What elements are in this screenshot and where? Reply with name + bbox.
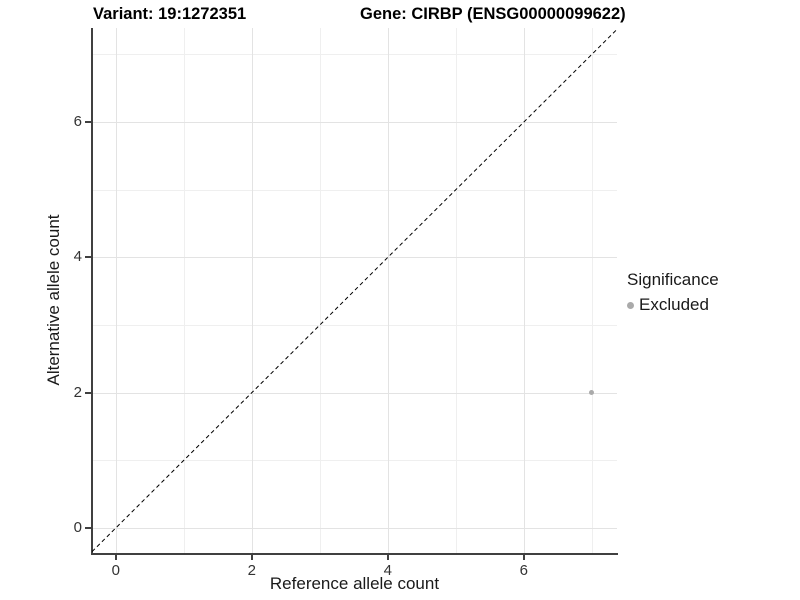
- y-tick-label: 4: [73, 248, 82, 266]
- y-tick: [85, 526, 92, 529]
- gridline-minor-y: [92, 460, 617, 462]
- y-tick-label: 2: [73, 383, 82, 401]
- gridline-major-x: [115, 28, 117, 553]
- x-tick-label: 2: [247, 562, 256, 579]
- gridline-minor-x: [455, 28, 457, 553]
- y-tick-label: 6: [73, 113, 82, 131]
- identity-line-svg: [92, 28, 617, 553]
- x-tick: [522, 553, 525, 560]
- x-tick-label: 4: [383, 562, 392, 579]
- gridline-major-x: [523, 28, 525, 553]
- legend-entry-excluded: Excluded: [627, 295, 719, 315]
- x-tick: [386, 553, 389, 560]
- gene-title: Gene: CIRBP (ENSG00000099622): [360, 5, 626, 23]
- gridline-minor-y: [92, 325, 617, 326]
- gridline-major-y: [92, 527, 617, 529]
- y-tick-label: 0: [73, 518, 82, 536]
- y-axis-title: Alternative allele count: [44, 214, 63, 386]
- excluded-swatch-icon: [627, 301, 634, 309]
- x-axis-title: Reference allele count: [269, 574, 440, 593]
- x-axis-line: [91, 553, 618, 555]
- plot-panel: [92, 28, 617, 553]
- gridline-minor-y: [92, 189, 617, 191]
- gridline-major-y: [92, 257, 617, 259]
- gridline-minor-x: [183, 28, 185, 553]
- legend: Significance Excluded: [627, 270, 719, 315]
- x-tick-label: 0: [111, 562, 120, 579]
- gridline-major-y: [92, 392, 617, 394]
- x-tick: [114, 553, 117, 560]
- gridline-minor-x: [591, 28, 593, 553]
- gridline-minor-x: [319, 28, 321, 553]
- variant-title: Variant: 19:1272351: [93, 5, 247, 23]
- y-tick: [85, 121, 92, 124]
- y-tick: [85, 391, 92, 394]
- y-axis-line: [91, 28, 93, 555]
- x-tick-label: 6: [519, 562, 528, 579]
- legend-entry-label: Excluded: [639, 295, 709, 314]
- legend-title: Significance: [627, 270, 719, 289]
- gridline-major-x: [387, 28, 389, 553]
- gridline-major-y: [92, 122, 617, 124]
- y-tick: [85, 256, 92, 259]
- x-tick: [250, 553, 253, 560]
- gridline-minor-y: [92, 54, 617, 56]
- gridline-major-x: [251, 28, 253, 553]
- data-point: [589, 390, 595, 396]
- identity-line: [92, 28, 617, 553]
